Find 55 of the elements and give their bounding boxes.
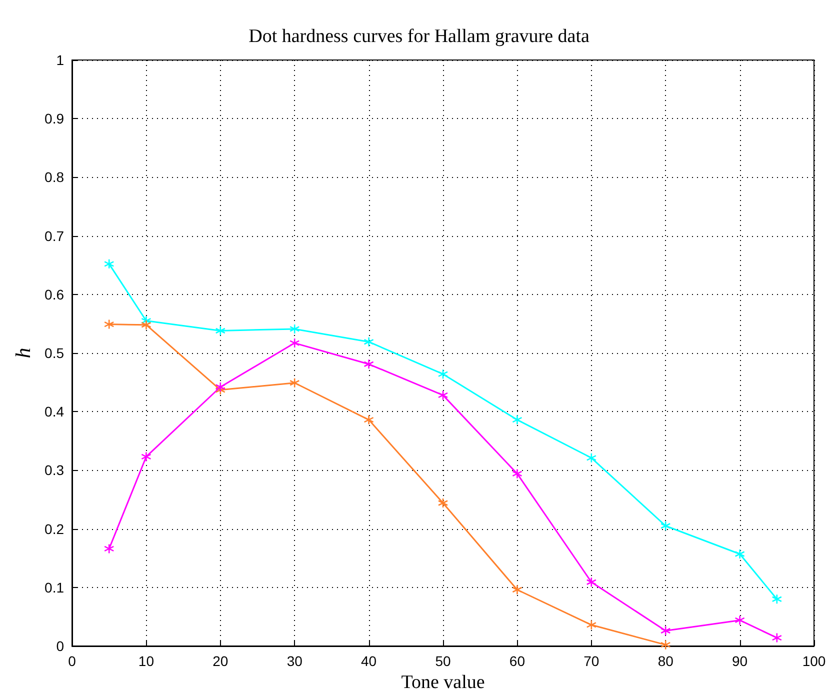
point: [104, 319, 114, 330]
point: [734, 548, 745, 560]
point: [438, 368, 448, 380]
point: [104, 544, 114, 554]
point: [289, 324, 300, 334]
y-tick-label: 0.1: [44, 579, 64, 596]
x-tick-label: 0: [68, 653, 76, 669]
point: [215, 384, 226, 396]
y-tick-label: 0.8: [44, 169, 64, 186]
y-axis-title: h: [11, 348, 36, 358]
point: [364, 358, 374, 370]
y-tick-label: 0.7: [44, 228, 64, 244]
y-tick-label: 0.9: [44, 110, 64, 127]
chart-title: Dot hardness curves for Hallam gravure data: [248, 26, 590, 47]
x-tick-label: 30: [286, 653, 303, 669]
x-tick-label: 10: [138, 653, 154, 669]
x-tick-label: 50: [435, 653, 451, 669]
point: [364, 336, 374, 348]
x-tick-label: 20: [212, 653, 228, 669]
y-tick-label: 0.3: [44, 462, 64, 478]
x-tick-label: 70: [584, 653, 600, 669]
point: [586, 576, 597, 588]
point: [734, 615, 745, 626]
point: [772, 632, 782, 643]
y-tick-label: 0.4: [44, 404, 64, 420]
y-tick-label: 0.5: [44, 345, 64, 361]
point: [660, 626, 671, 636]
point: [215, 326, 226, 336]
y-tick-label: 1: [56, 52, 64, 68]
x-tick-label: 100: [802, 653, 826, 669]
point: [512, 468, 522, 479]
point: [660, 640, 671, 650]
point: [586, 620, 597, 630]
x-tick-label: 60: [509, 653, 526, 669]
point: [141, 452, 152, 462]
y-tick-label: 0: [56, 638, 64, 654]
point: [438, 498, 448, 508]
point: [364, 414, 374, 425]
y-tick-label: 0.2: [44, 520, 64, 537]
point: [215, 382, 226, 392]
point: [660, 520, 671, 532]
point: [586, 452, 597, 464]
point: [289, 378, 300, 388]
point: [772, 594, 782, 604]
x-tick-label: 80: [658, 653, 674, 669]
y-tick-label: 0.6: [44, 286, 64, 302]
x-tick-label: 90: [732, 653, 748, 669]
point: [104, 258, 114, 270]
x-tick-label: 40: [361, 653, 377, 669]
point: [512, 584, 522, 595]
point: [289, 338, 300, 348]
point: [512, 414, 522, 425]
point: [141, 320, 152, 330]
x-axis-title: Tone value: [401, 672, 485, 693]
point: [438, 390, 448, 400]
